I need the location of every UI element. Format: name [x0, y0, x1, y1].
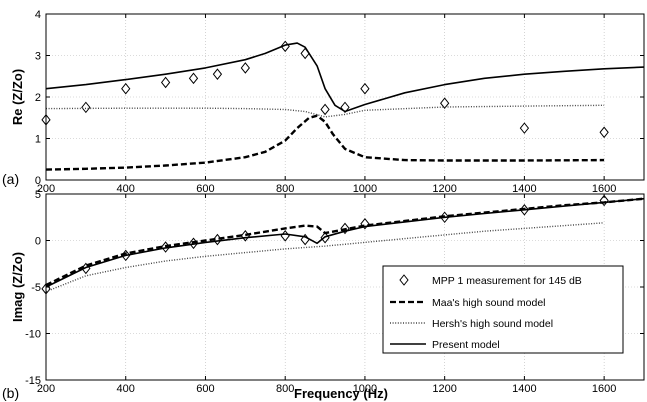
- panel-b-chart: 200 400 600 800 1000 1200 1400 1600 -15 -10 -5 0 5: [25, 189, 645, 395]
- x-tick-label-a: 1200: [432, 183, 456, 195]
- data-point-measurement-a: [81, 101, 91, 114]
- panel-b-label: (b): [2, 385, 19, 401]
- legend-label-present: Present model: [432, 339, 500, 351]
- legend-label-measurement: MPP 1 measurement for 145 dB: [432, 275, 582, 287]
- data-point-measurement-a: [212, 68, 223, 80]
- data-point-measurement-a: [440, 97, 450, 110]
- y-tick-label-a: 0: [35, 175, 41, 187]
- x-tick-label-a: 1600: [592, 183, 616, 195]
- x-tick-label-a: 800: [276, 183, 294, 195]
- y-tick-label-a: 1: [35, 134, 41, 146]
- x-tick-label-b: 800: [276, 383, 294, 395]
- series-line-dashed-a: [45, 114, 605, 171]
- data-point-measurement-b: [280, 230, 290, 242]
- plot-frame-a: [45, 13, 645, 181]
- series-line-dotted-b: [45, 222, 605, 293]
- series-line-solid-a: [45, 42, 645, 113]
- y-tick-label-a: 2: [35, 92, 41, 104]
- panel-a-label: (a): [2, 171, 19, 187]
- y-axis-label-a: Re (Z/Zo): [10, 69, 25, 125]
- data-point-measurement-a: [360, 82, 370, 95]
- y-tick-label-b: 5: [35, 189, 41, 201]
- data-point-measurement-a: [599, 126, 609, 139]
- panel-a-chart: 200 400 600 800 1000 1200 1400 1600 0 1 2 3 4: [35, 9, 645, 195]
- x-tick-label-b: 1600: [592, 383, 616, 395]
- data-point-measurement-a: [188, 72, 199, 85]
- x-tick-label-b: 1400: [512, 383, 536, 395]
- x-tick-label-a: 1000: [353, 183, 377, 195]
- legend-label-maa: Maa's high sound model: [432, 297, 546, 309]
- data-point-measurement-a: [121, 82, 131, 95]
- y-tick-label-a: 4: [35, 9, 41, 21]
- y-tick-label-b: -5: [31, 282, 41, 294]
- legend: MPP 1 measurement for 145 dB Maa's high …: [382, 265, 624, 354]
- y-tick-label-b: -15: [25, 375, 41, 387]
- data-point-measurement-a: [320, 103, 330, 116]
- x-tick-label-b: 1200: [432, 383, 456, 395]
- data-point-measurement-a: [240, 62, 250, 74]
- y-axis-label-b: Imag (Z/Zo): [10, 252, 25, 322]
- legend-diamond-marker: [399, 274, 409, 286]
- legend-entry-maa: Maa's high sound model: [390, 297, 546, 309]
- data-point-measurement-a: [300, 47, 310, 60]
- legend-entry-hersh: Hersh's high sound model: [390, 318, 553, 330]
- x-tick-label-a: 600: [196, 183, 214, 195]
- y-tick-label-b: -10: [25, 329, 41, 341]
- x-tick-label-b: 600: [196, 383, 214, 395]
- legend-box: [382, 265, 624, 354]
- series-line-dashed-b: [45, 197, 645, 287]
- y-tick-label-b: 0: [35, 236, 41, 248]
- series-line-dotted-a: [45, 104, 605, 118]
- x-tick-label-b: 1000: [353, 383, 377, 395]
- x-tick-label-b: 200: [37, 383, 55, 395]
- legend-entry-present: Present model: [390, 339, 500, 351]
- data-point-measurement-b: [240, 230, 250, 242]
- x-tick-label-a: 400: [117, 183, 135, 195]
- x-tick-label-b: 400: [117, 383, 135, 395]
- legend-label-hersh: Hersh's high sound model: [432, 318, 553, 330]
- data-point-measurement-a: [519, 122, 530, 134]
- x-tick-label-a: 1400: [512, 183, 536, 195]
- y-tick-label-a: 3: [35, 51, 41, 63]
- legend-entry-measurement: MPP 1 measurement for 145 dB: [399, 274, 582, 287]
- x-tick-label-a: 200: [37, 183, 55, 195]
- data-point-measurement-a: [160, 76, 171, 89]
- series-line-solid-b: [45, 197, 645, 288]
- x-axis-label: Frequency (Hz): [294, 386, 388, 401]
